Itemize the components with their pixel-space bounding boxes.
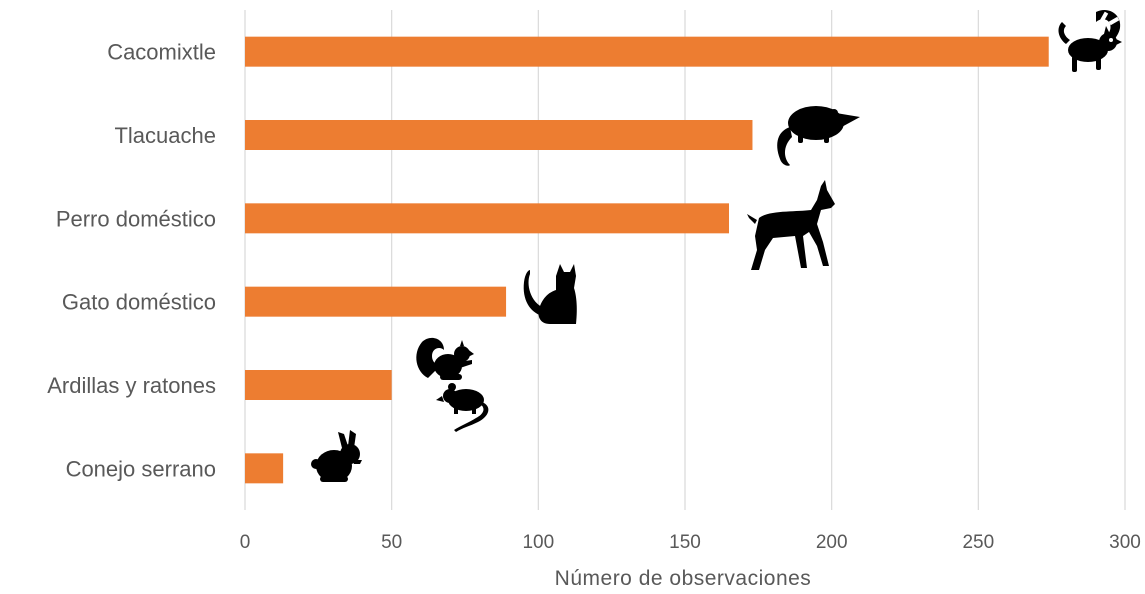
rabbit-icon <box>311 430 362 482</box>
bar <box>245 286 507 317</box>
x-axis-title: Número de observaciones <box>555 567 812 590</box>
category-label: Conejo serrano <box>66 456 216 481</box>
gridlines <box>244 10 1126 510</box>
x-tick-label: 0 <box>240 532 251 553</box>
category-label: Cacomixtle <box>107 40 216 65</box>
bar <box>245 370 392 400</box>
x-tick-label: 150 <box>669 532 701 553</box>
bars <box>245 36 1049 484</box>
bar <box>245 453 284 484</box>
category-label: Perro doméstico <box>56 206 216 231</box>
opossum-icon <box>777 106 860 166</box>
category-label: Gato doméstico <box>62 290 216 315</box>
category-labels: Cacomixtle Tlacuache Perro doméstico Gato d… <box>47 40 216 482</box>
doberman-icon <box>747 180 835 270</box>
ringtail-icon <box>1058 9 1122 72</box>
x-tick-label: 50 <box>381 532 402 553</box>
x-tick-label: 300 <box>1109 532 1141 553</box>
x-tick-label: 250 <box>962 532 994 553</box>
squirrel-icon <box>416 337 474 380</box>
bar <box>245 203 729 234</box>
x-tick-label: 200 <box>816 532 848 553</box>
category-label: Tlacuache <box>114 123 216 148</box>
bar <box>245 120 753 150</box>
x-tick-label: 100 <box>522 532 554 553</box>
mouse-icon <box>436 383 489 432</box>
bar <box>245 36 1049 67</box>
category-label: Ardillas y ratones <box>47 373 216 398</box>
cat-icon <box>523 264 577 324</box>
x-tick-labels: 0 50 100 150 200 250 300 <box>240 532 1141 553</box>
